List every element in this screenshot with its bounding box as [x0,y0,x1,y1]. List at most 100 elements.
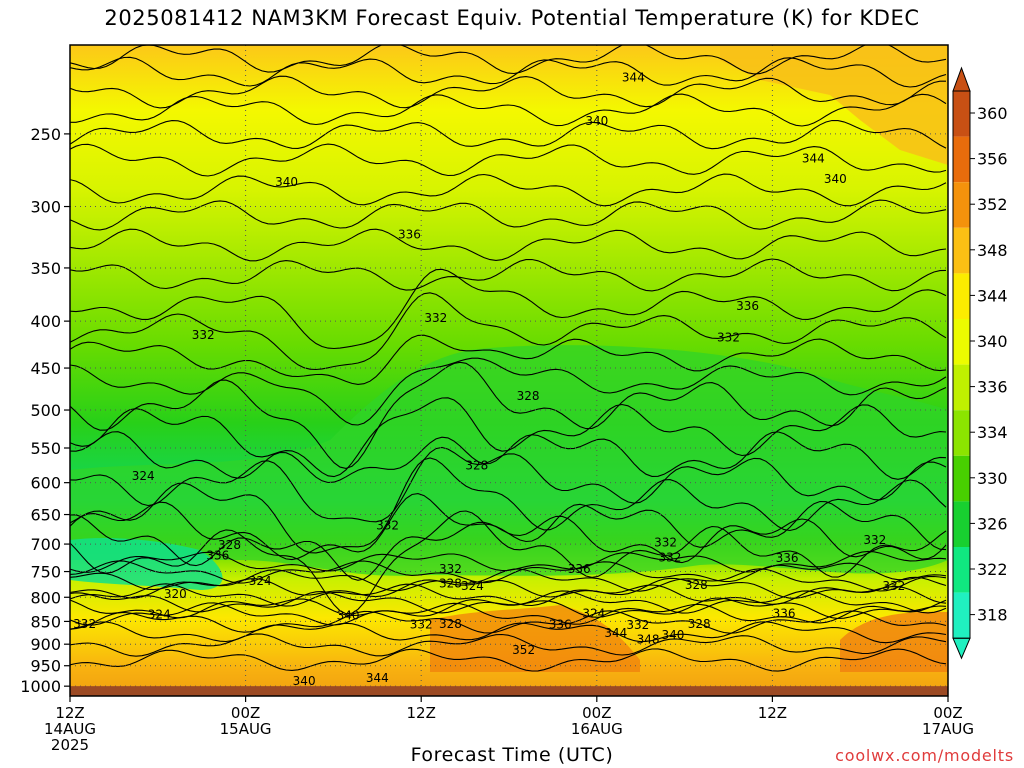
colorbar-swatch [953,136,970,183]
colorbar-label: 340 [977,332,1008,351]
y-tick-label: 350 [30,259,61,278]
colorbar-frame [952,90,971,639]
contour-label: 324 [249,574,272,588]
contour-line [70,334,947,385]
colorbar-swatch [953,410,970,456]
contour-label: 332 [424,311,447,325]
contour-label: 328 [685,578,708,592]
contour-label: 320 [164,587,187,601]
contour-line [70,93,947,127]
contour-label: 328 [465,459,488,473]
colorbar-swatch [953,319,970,365]
boundary-layer-warm-region [430,605,640,672]
x-tick-label: 15AUG [220,720,272,738]
contour-line [70,457,947,554]
contour-label: 340 [585,114,608,128]
colorbar-min-arrow [952,637,971,660]
colorbar-swatch [953,182,970,228]
contour-line [70,45,947,75]
contour-line [70,590,947,614]
x-tick-label: 00Z [582,704,611,722]
contour-label: 336 [398,228,421,242]
colorbar-label: 356 [977,150,1008,169]
x-tick-label: 14AUG [44,720,96,738]
contour-line [70,357,947,426]
contour-line [70,648,947,672]
contour-line [70,633,947,657]
contour-label: 336 [206,548,229,562]
x-tick-label: 12Z [758,704,787,722]
y-tick-label: 400 [30,312,61,331]
colorbar: 360 356 352 348 344 340 336 334 330 326 322 318 [952,66,1008,660]
colorbar-swatch [953,547,970,593]
contour-line [70,446,947,523]
contour-label: 344 [622,70,645,84]
contour-line [70,199,947,231]
contour-line [70,621,947,644]
contour-label: 332 [626,618,649,632]
y-tick-label: 550 [30,439,61,458]
contour-line [70,361,947,469]
contour-label: 332 [717,331,740,345]
contour-line [70,75,946,109]
contour-label: 332 [376,518,399,532]
y-tick-label: 800 [30,588,61,607]
y-tick-label: 950 [30,657,61,676]
contour-label: 336 [773,606,796,620]
contour-label: 324 [582,606,605,620]
contour-label: 328 [439,577,462,591]
contour-line [70,602,947,626]
y-tick-label: 900 [30,635,61,654]
credit-text[interactable]: coolwx.com/modelts [835,746,1014,765]
colorbar-swatch [953,91,970,137]
colorbar-swatch [953,592,970,639]
contour-label: 332 [73,617,96,631]
x-tick-label: 17AUG [922,720,974,738]
contour-line [70,143,947,177]
colorbar-swatch [953,501,970,547]
x-tick-label: 2025 [51,736,89,754]
x-tick-label: 12Z [407,704,436,722]
contour-line [70,173,947,207]
contour-label: 324 [461,579,484,593]
y-tick-label: 650 [30,506,61,525]
upper-warm-region [720,45,948,165]
contour-line [70,431,947,484]
contour-label: 324 [148,607,171,621]
colorbar-swatch [953,455,970,502]
y-tick-label: 500 [30,401,61,420]
contour-label: 332 [192,328,215,342]
contour-label: 332 [863,533,886,547]
contour-lines [70,45,947,672]
contour-line [70,56,947,88]
moist-tongue-region [70,345,948,576]
colorbar-label: 330 [977,469,1008,488]
low-level-cool-region [70,538,223,590]
ground-layer [70,686,948,696]
contour-line [70,268,947,350]
colorbar-swatch [953,227,970,274]
contour-label: 344 [366,671,389,685]
contour-label: 348 [637,633,660,647]
x-tick-label: 16AUG [571,720,623,738]
gridlines [70,45,948,696]
contour-label: 328 [517,389,540,403]
contour-line [70,119,947,150]
y-tick-label: 850 [30,612,61,631]
y-tick-label: 250 [30,125,61,144]
contour-line [70,292,947,371]
colorbar-label: 336 [977,378,1008,397]
colorbar-label: 360 [977,104,1008,123]
contour-label: 328 [218,538,241,552]
contour-line [70,583,947,607]
y-axis: 250 300 350 400 450 500 550 600 650 700 750 800 850 9… [20,125,70,696]
colorbar-label: 344 [977,286,1008,305]
chart-title: 2025081412 NAM3KM Forecast Equiv. Potent… [104,6,920,30]
colorbar-label: 352 [977,195,1008,214]
contour-label: 344 [604,626,627,640]
contour-label: 336 [776,551,799,565]
colorbar-label: 334 [977,423,1008,442]
colorbar-swatch [953,364,970,411]
contour-label: 336 [736,299,759,313]
